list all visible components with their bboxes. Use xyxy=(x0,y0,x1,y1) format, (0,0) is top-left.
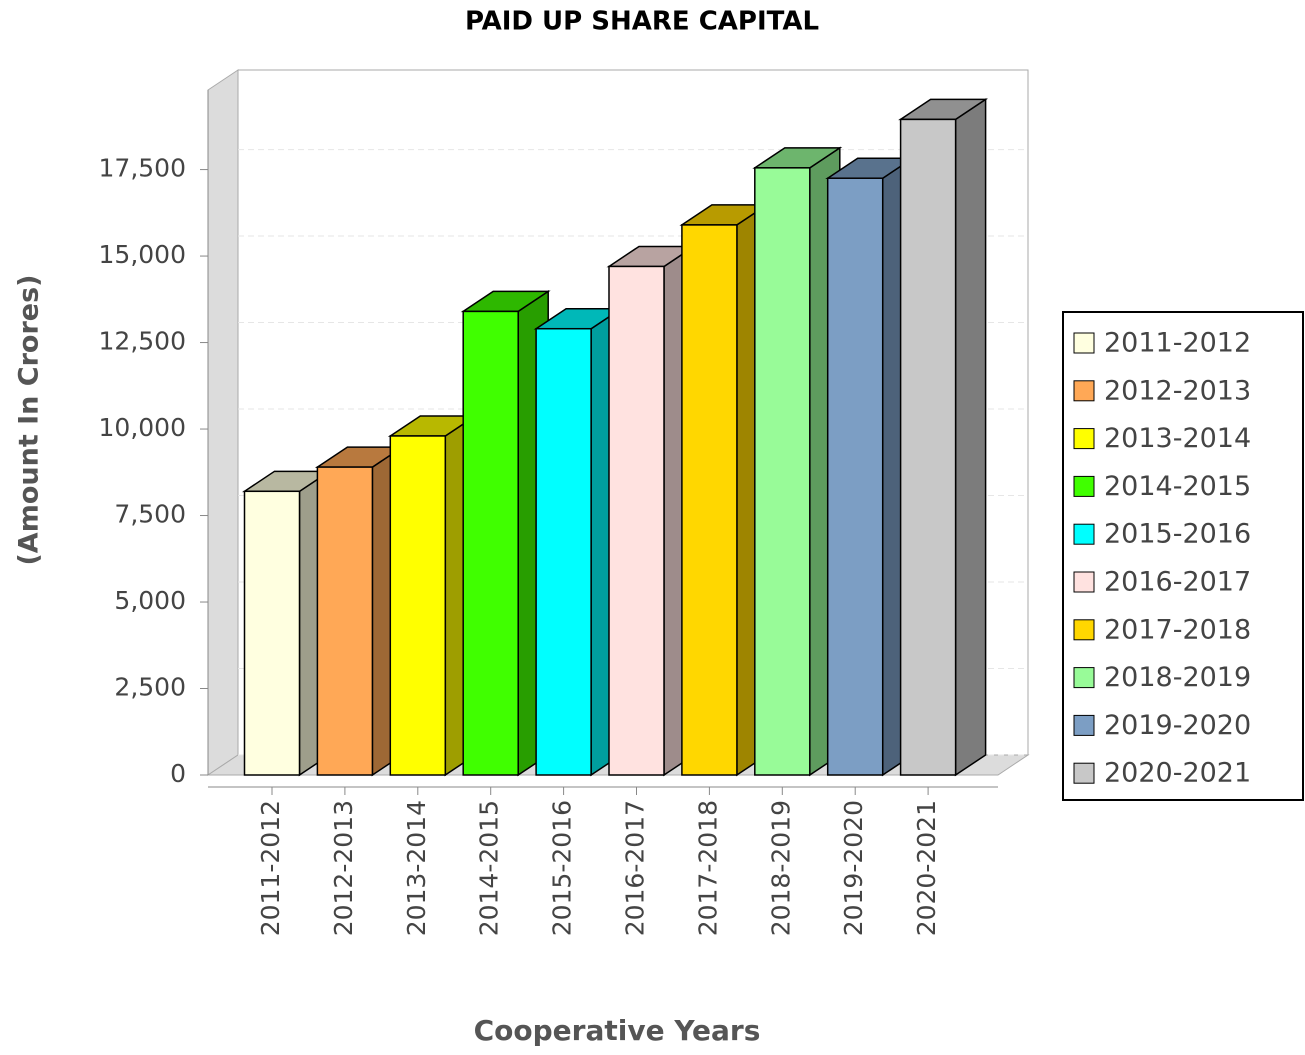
legend-label: 2011-2012 xyxy=(1104,328,1251,359)
legend-swatch xyxy=(1073,667,1095,689)
legend-label: 2014-2015 xyxy=(1104,471,1251,502)
legend-label: 2018-2019 xyxy=(1104,662,1251,693)
legend-label: 2013-2014 xyxy=(1104,423,1251,454)
bar xyxy=(899,118,957,776)
bar xyxy=(389,435,447,776)
y-tick-label: 12,500 xyxy=(99,327,186,356)
x-tick-label: 2015-2016 xyxy=(548,800,577,936)
x-axis-title: Cooperative Years xyxy=(474,1014,761,1047)
legend-swatch xyxy=(1073,619,1095,641)
y-tick-label: 2,500 xyxy=(114,673,186,702)
bar xyxy=(681,224,738,776)
x-tick-label: 2020-2021 xyxy=(912,800,941,936)
x-tick-label: 2016-2017 xyxy=(621,800,650,936)
x-tick-label: 2011-2012 xyxy=(256,800,285,936)
legend-label: 2012-2013 xyxy=(1104,375,1251,406)
y-tick-label: 0 xyxy=(170,759,186,788)
y-tick-label: 15,000 xyxy=(99,240,186,269)
legend-label: 2015-2016 xyxy=(1104,519,1251,550)
chart-title: PAID UP SHARE CAPITAL xyxy=(465,7,819,37)
legend-swatch xyxy=(1073,762,1095,784)
y-tick-label: 7,500 xyxy=(114,500,186,529)
bar xyxy=(754,167,811,776)
legend xyxy=(1062,311,1304,801)
legend-swatch xyxy=(1073,332,1095,354)
legend-swatch xyxy=(1073,523,1095,545)
x-tick-label: 2013-2014 xyxy=(402,800,431,936)
bar xyxy=(243,490,301,776)
legend-swatch xyxy=(1073,571,1095,593)
bar xyxy=(826,177,884,776)
left-wall xyxy=(207,69,239,776)
x-tick-label: 2017-2018 xyxy=(693,800,722,936)
x-tick-label: 2018-2019 xyxy=(766,800,795,936)
y-axis-title: (Amount In Crores) xyxy=(14,274,45,565)
bar xyxy=(535,327,592,776)
y-tick-label: 5,000 xyxy=(114,586,186,615)
x-tick-label: 2012-2013 xyxy=(329,800,358,936)
y-tick-label: 10,000 xyxy=(99,413,186,442)
y-tick-label: 17,500 xyxy=(99,154,186,183)
bar xyxy=(462,310,519,776)
legend-label: 2019-2020 xyxy=(1104,710,1251,741)
legend-label: 2017-2018 xyxy=(1104,614,1251,645)
legend-swatch xyxy=(1073,380,1095,402)
legend-label: 2020-2021 xyxy=(1104,758,1251,789)
legend-label: 2016-2017 xyxy=(1104,567,1251,598)
bar xyxy=(608,265,665,776)
legend-swatch xyxy=(1073,428,1095,450)
x-tick-label: 2014-2015 xyxy=(475,800,504,936)
bar-side xyxy=(954,98,987,777)
bar xyxy=(316,466,374,776)
x-tick-label: 2019-2020 xyxy=(839,800,868,936)
legend-swatch xyxy=(1073,475,1095,497)
legend-swatch xyxy=(1073,714,1095,736)
